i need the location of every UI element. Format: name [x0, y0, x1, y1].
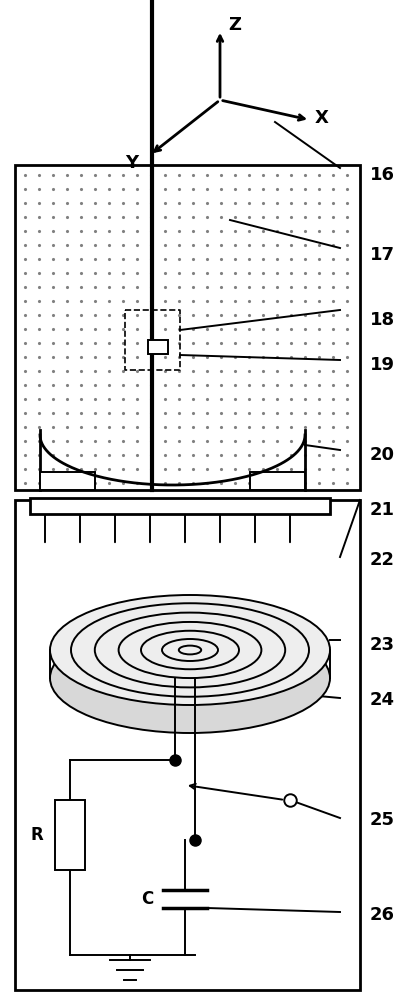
Text: 17: 17: [369, 246, 394, 264]
Text: 26: 26: [369, 906, 394, 924]
Text: 19: 19: [369, 356, 394, 374]
Text: 21: 21: [369, 501, 394, 519]
Text: 23: 23: [369, 636, 394, 654]
Text: 16: 16: [369, 166, 394, 184]
Text: Y: Y: [125, 154, 138, 172]
Text: X: X: [314, 109, 328, 127]
Text: R: R: [31, 826, 43, 844]
Bar: [249, 472, 304, 490]
Ellipse shape: [50, 595, 329, 705]
Ellipse shape: [50, 623, 329, 733]
Bar: [147, 340, 168, 354]
Bar: [15, 165, 359, 490]
Text: 20: 20: [369, 446, 394, 464]
Text: 18: 18: [369, 311, 394, 329]
Text: Z: Z: [228, 16, 240, 34]
Bar: [15, 500, 359, 990]
Text: 22: 22: [369, 551, 394, 569]
Text: 24: 24: [369, 691, 394, 709]
Text: 25: 25: [369, 811, 394, 829]
Bar: [30, 498, 329, 514]
Text: C: C: [140, 890, 153, 908]
Bar: [55, 800, 85, 870]
Bar: [40, 472, 95, 490]
